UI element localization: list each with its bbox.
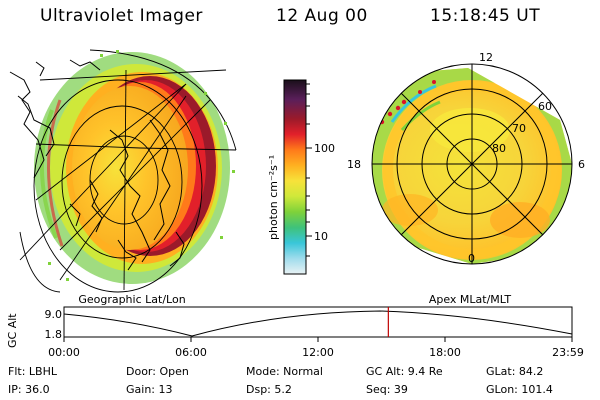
altitude-plot: 9.0 1.8 GC Alt 00:00 06:00 12:00 18:00 2… bbox=[6, 306, 584, 359]
apex-polar-plot: 12 18 6 0 60 70 80 bbox=[347, 51, 585, 265]
colorbar-tick-100: 100 bbox=[314, 142, 335, 155]
alt-xtick-1200: 12:00 bbox=[302, 346, 334, 359]
mlt-label-6: 6 bbox=[578, 158, 585, 171]
colorbar-tick-10: 10 bbox=[314, 230, 328, 243]
image-date: 12 Aug 00 bbox=[276, 6, 368, 26]
colorbar-unit-label: photon cm⁻²s⁻¹ bbox=[267, 155, 280, 240]
altitude-plot-frame bbox=[63, 306, 573, 338]
image-time: 15:18:45 UT bbox=[430, 6, 541, 26]
footer-glat: GLat: 84.2 bbox=[486, 365, 544, 378]
right-panel-caption: Apex MLat/MLT bbox=[429, 293, 512, 306]
mlt-label-18: 18 bbox=[347, 158, 361, 171]
alt-xtick-1800: 18:00 bbox=[429, 346, 461, 359]
alt-xtick-0600: 06:00 bbox=[175, 346, 207, 359]
alt-ytick-low: 1.8 bbox=[45, 328, 63, 341]
footer-gain: Gain: 13 bbox=[126, 383, 173, 396]
footer-dsp: Dsp: 5.2 bbox=[246, 383, 292, 396]
instrument-title: Ultraviolet Imager bbox=[40, 6, 203, 26]
footer-door: Door: Open bbox=[126, 365, 189, 378]
footer-mode: Mode: Normal bbox=[246, 365, 323, 378]
alt-xtick-0000: 00:00 bbox=[48, 346, 80, 359]
alt-xtick-2359: 23:59 bbox=[552, 346, 584, 359]
mlat-label-70: 70 bbox=[512, 122, 526, 135]
footer-ip: IP: 36.0 bbox=[8, 383, 50, 396]
mlat-label-60: 60 bbox=[538, 100, 552, 113]
mlt-label-0: 0 bbox=[468, 252, 475, 265]
altitude-curve bbox=[63, 310, 573, 337]
alt-ylabel: GC Alt bbox=[6, 313, 19, 348]
alt-ytick-high: 9.0 bbox=[45, 308, 63, 321]
footer-filter: Flt: LBHL bbox=[8, 365, 57, 378]
colorbar: 100 10 photon cm⁻²s⁻¹ bbox=[267, 79, 335, 275]
mlat-label-80: 80 bbox=[492, 142, 506, 155]
left-panel-caption: Geographic Lat/Lon bbox=[78, 293, 185, 306]
footer-gc-alt: GC Alt: 9.4 Re bbox=[366, 365, 443, 378]
geographic-image bbox=[9, 49, 237, 293]
footer-glon: GLon: 101.4 bbox=[486, 383, 553, 396]
mlt-label-12: 12 bbox=[479, 51, 493, 64]
colorbar-scale bbox=[283, 79, 307, 275]
footer-seq: Seq: 39 bbox=[366, 383, 408, 396]
